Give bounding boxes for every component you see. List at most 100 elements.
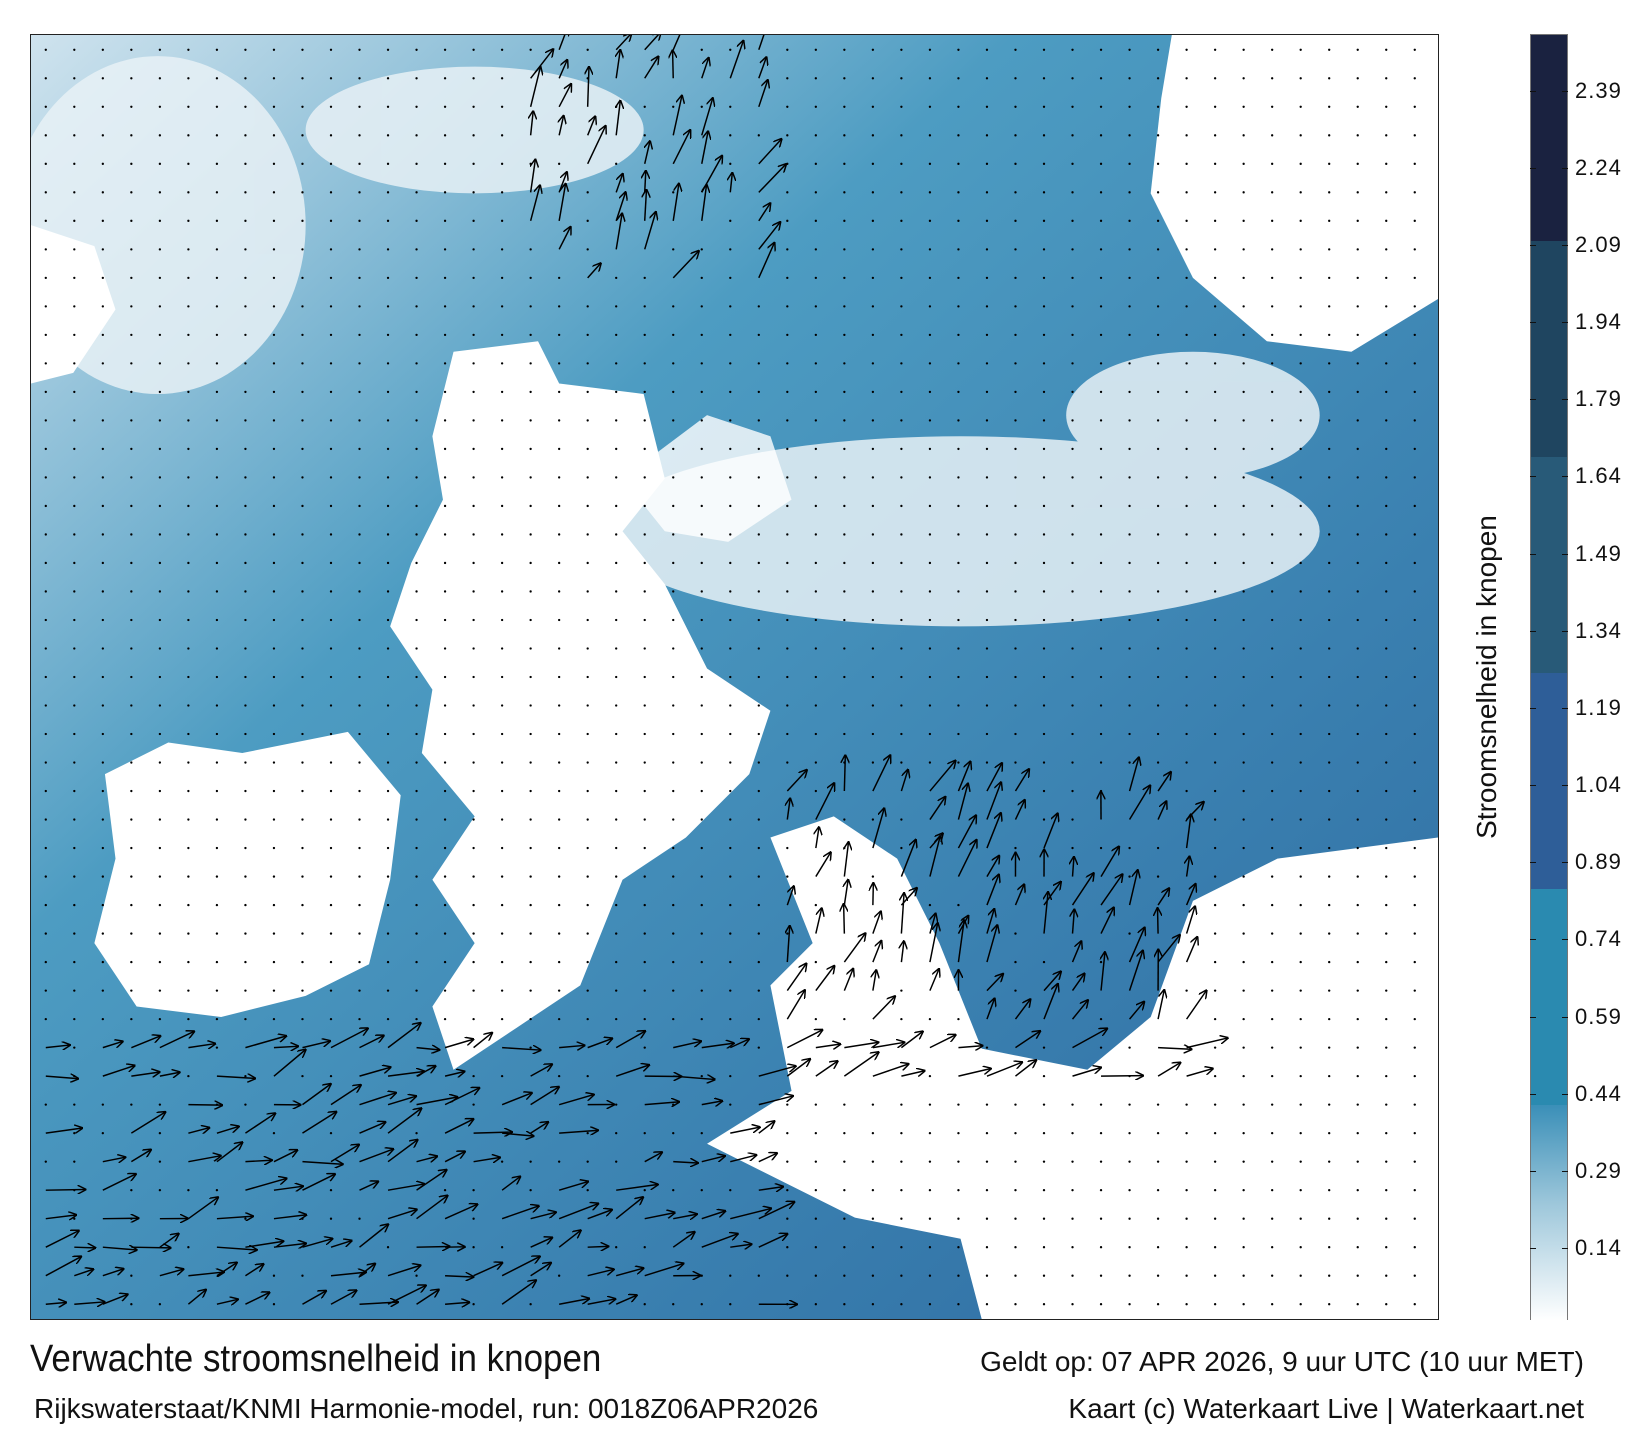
current-dot [130,704,133,707]
current-dot [529,647,532,650]
current-dot [44,504,47,508]
current-dot [1270,191,1274,194]
current-dot [1385,960,1388,964]
current-dot [928,305,932,308]
current-dot [1213,1274,1217,1277]
current-dot [1242,960,1245,964]
current-dot [900,1017,903,1021]
current-dot [187,533,190,536]
current-dot [1385,1160,1388,1163]
current-dot [900,362,903,365]
current-dot [814,48,817,51]
current-dot [1099,1046,1103,1049]
current-dot [1385,447,1388,451]
current-arrow [559,1299,589,1305]
current-dot [1099,704,1103,707]
current-arrow [758,243,774,279]
current-dot [871,390,875,394]
current-dot [900,761,903,764]
current-dot [1071,162,1074,165]
current-arrow [645,142,650,164]
current-dot [786,390,789,394]
colorbar-band [1531,456,1567,673]
current-dot [1385,1189,1388,1192]
current-dot [672,1103,675,1106]
current-dot [900,48,903,51]
current-dot [1328,447,1331,451]
current-dot [1413,1103,1416,1106]
current-dot [500,276,504,280]
current-dot [1099,476,1103,479]
current-dot [301,48,304,51]
current-arrow [45,1190,85,1191]
current-dot [443,1189,447,1192]
current-dot [301,647,304,650]
current-dot [672,675,675,679]
current-dot [1356,761,1359,764]
current-dot [1156,1246,1160,1249]
current-dot [529,789,532,793]
current-dot [73,1131,76,1135]
current-dot [130,191,133,194]
current-dot [1185,191,1188,194]
current-dot [729,504,732,508]
current-dot [1328,704,1331,707]
current-dot [73,732,76,736]
current-dot [244,447,247,451]
current-dot [1213,1303,1217,1306]
current-dot [615,789,618,793]
current-dot [158,419,162,422]
current-dot [1156,447,1160,451]
current-arrow [45,1302,66,1304]
current-dot [358,903,361,907]
current-dot [928,504,932,508]
current-dot [158,1131,162,1135]
current-dot [985,1246,989,1249]
current-dot [73,675,76,679]
current-arrow [45,1076,78,1079]
current-dot [757,1017,760,1021]
current-arrow [559,116,563,136]
current-dot [786,419,789,422]
current-dot [586,362,589,365]
current-arrow [245,1179,286,1191]
current-dot [187,362,190,365]
current-dot [386,675,390,679]
current-dot [843,305,846,308]
current-arrow [844,904,845,934]
colorbar-tick-mark [1562,862,1568,864]
current-dot [672,305,675,308]
current-dot [1014,248,1017,251]
current-dot [1299,504,1302,508]
current-dot [1242,732,1245,736]
current-dot [529,875,532,878]
current-dot [1128,1074,1131,1078]
current-dot [1328,1074,1331,1078]
current-arrow [815,784,834,820]
current-dot [1042,1274,1046,1277]
current-arrow [986,909,994,934]
current-dot [700,590,703,593]
current-dot [529,248,532,251]
current-dot [415,248,418,251]
current-dot [871,618,875,622]
current-dot [1156,675,1160,679]
current-dot [244,105,247,108]
current-dot [1328,903,1331,907]
current-dot [272,191,276,194]
current-dot [1014,1274,1017,1277]
current-dot [415,105,418,108]
current-dot [215,1017,219,1021]
current-dot [1128,77,1131,80]
current-dot [1299,789,1302,793]
current-arrow [758,1202,794,1220]
current-dot [1270,305,1274,308]
current-dot [443,48,447,51]
current-dot [1413,333,1416,337]
current-dot [187,276,190,280]
current-dot [1128,248,1131,251]
current-dot [386,818,390,821]
current-dot [529,846,532,850]
current-arrow [1043,972,1061,992]
current-dot [443,447,447,451]
